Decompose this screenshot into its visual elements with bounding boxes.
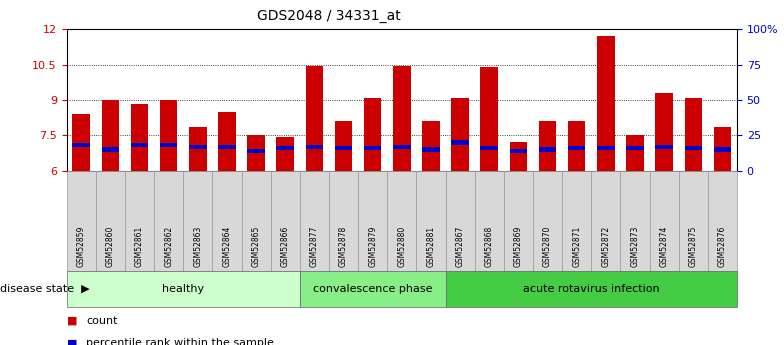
Text: GSM52875: GSM52875 (688, 226, 698, 267)
Bar (713, 147, 731, 152)
Bar (684, 98, 702, 171)
Text: GSM52861: GSM52861 (135, 226, 144, 267)
Bar (72, 143, 90, 147)
Bar (655, 145, 673, 149)
Bar (423, 121, 440, 171)
Text: acute rotavirus infection: acute rotavirus infection (523, 284, 659, 294)
Text: GSM52874: GSM52874 (659, 226, 669, 267)
Bar (131, 104, 148, 171)
Bar (510, 142, 527, 171)
Bar (364, 98, 381, 171)
Bar (452, 140, 469, 145)
Bar (72, 114, 90, 171)
Text: ■: ■ (67, 316, 77, 326)
Text: disease state  ▶: disease state ▶ (0, 284, 89, 294)
Text: GSM52869: GSM52869 (514, 226, 523, 267)
Bar (510, 149, 527, 153)
Text: GSM52868: GSM52868 (485, 226, 494, 267)
Bar (277, 146, 294, 150)
Text: count: count (86, 316, 118, 326)
Text: percentile rank within the sample: percentile rank within the sample (86, 338, 274, 345)
Text: GSM52880: GSM52880 (397, 226, 406, 267)
Text: GSM52864: GSM52864 (223, 226, 231, 267)
Text: convalescence phase: convalescence phase (313, 284, 433, 294)
Bar (423, 147, 440, 152)
Bar (713, 127, 731, 171)
Text: GSM52877: GSM52877 (310, 226, 319, 267)
Bar (597, 37, 615, 171)
Text: GSM52871: GSM52871 (572, 226, 581, 267)
Bar (102, 147, 119, 152)
Text: GSM52863: GSM52863 (194, 226, 202, 267)
Text: GDS2048 / 34331_at: GDS2048 / 34331_at (257, 9, 401, 23)
Bar (568, 121, 586, 171)
Text: GSM52865: GSM52865 (252, 226, 260, 267)
Bar (102, 100, 119, 171)
Text: GSM52870: GSM52870 (543, 226, 552, 267)
Text: GSM52867: GSM52867 (456, 226, 465, 267)
Bar (335, 146, 352, 150)
Bar (218, 145, 236, 149)
Bar (481, 67, 498, 171)
Bar (626, 135, 644, 171)
Text: GSM52878: GSM52878 (339, 226, 348, 267)
Bar (684, 146, 702, 150)
Bar (539, 147, 557, 152)
Bar (218, 112, 236, 171)
Bar (247, 135, 265, 171)
Text: GSM52879: GSM52879 (368, 226, 377, 267)
Bar (597, 146, 615, 150)
Bar (364, 146, 381, 150)
Bar (189, 145, 206, 149)
Bar (539, 121, 557, 171)
Text: GSM52860: GSM52860 (106, 226, 115, 267)
Text: GSM52876: GSM52876 (718, 226, 727, 267)
Text: ■: ■ (67, 338, 77, 345)
Bar (393, 145, 411, 149)
Text: GSM52866: GSM52866 (281, 226, 290, 267)
Bar (452, 98, 469, 171)
Bar (131, 143, 148, 147)
Bar (160, 143, 177, 147)
Bar (626, 146, 644, 150)
Text: GSM52872: GSM52872 (601, 226, 610, 267)
Text: GSM52873: GSM52873 (630, 226, 640, 267)
Bar (481, 146, 498, 150)
Bar (277, 137, 294, 171)
Bar (247, 149, 265, 153)
Bar (393, 66, 411, 171)
Bar (568, 146, 586, 150)
Text: GSM52859: GSM52859 (77, 226, 85, 267)
Bar (160, 100, 177, 171)
Bar (655, 93, 673, 171)
Bar (306, 66, 323, 171)
Text: healthy: healthy (162, 284, 205, 294)
Bar (306, 145, 323, 149)
Bar (335, 121, 352, 171)
Text: GSM52862: GSM52862 (164, 226, 173, 267)
Text: GSM52881: GSM52881 (426, 226, 435, 267)
Bar (189, 127, 206, 171)
